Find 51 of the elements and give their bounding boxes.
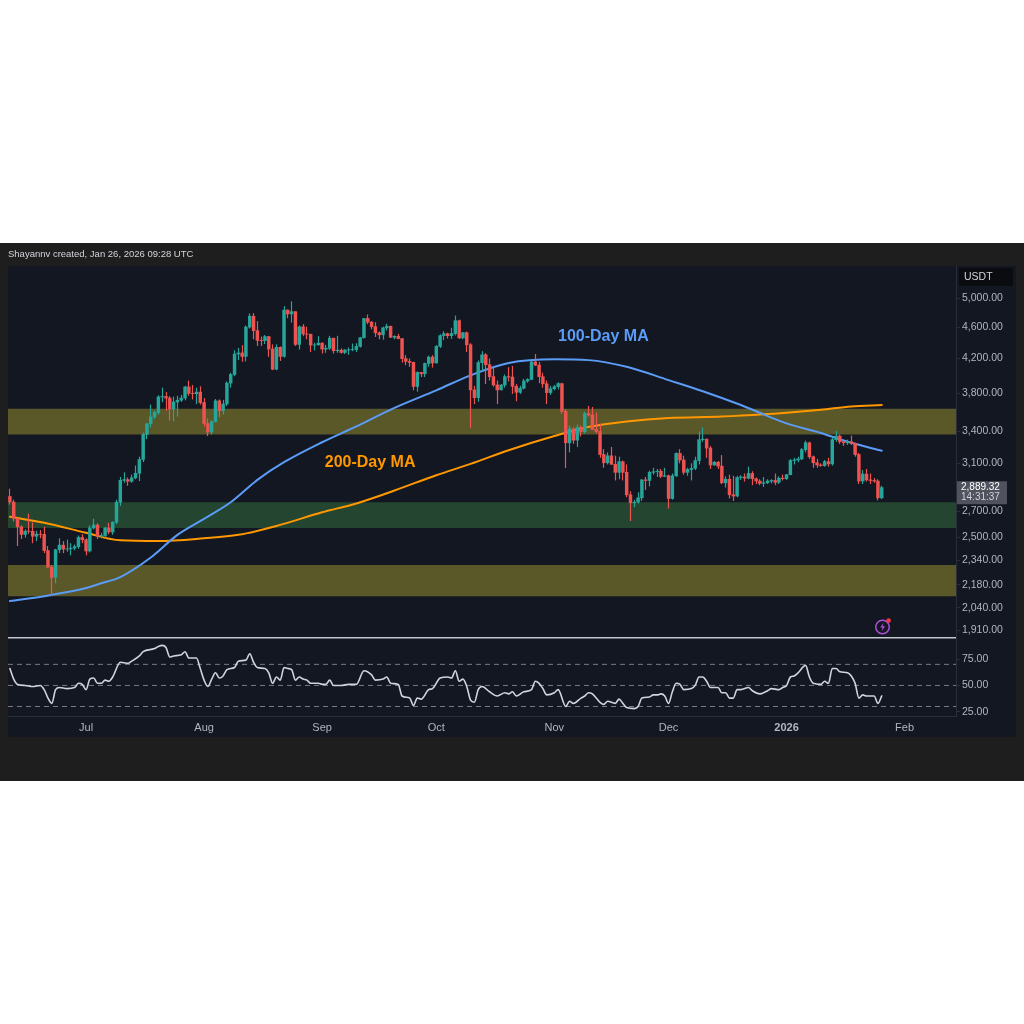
line-series (9, 644, 883, 710)
y-tick-label: 2,340.00 (962, 553, 1004, 566)
candlestick (168, 395, 172, 422)
candlestick (876, 478, 880, 501)
candlestick (484, 352, 488, 385)
x-tick-label: Sep (312, 720, 332, 733)
candlestick (289, 300, 294, 324)
x-tick-label: Aug (194, 720, 214, 733)
candlestick (682, 455, 686, 476)
line-series (8, 358, 883, 603)
candlestick (720, 454, 724, 485)
y-tick-label: 50.00 (962, 678, 989, 691)
x-tick-label: Feb (895, 720, 915, 733)
series-label: 100-Day MA (557, 326, 650, 344)
line-series (8, 404, 883, 543)
x-tick-label: Nov (544, 720, 565, 733)
y-tick-label: 3,100.00 (962, 456, 1004, 469)
y-tick-label: 4,200.00 (962, 351, 1004, 364)
text: 2,889.32 (961, 481, 1001, 493)
y-tick-label: 3,800.00 (962, 385, 1004, 398)
candlestick (27, 512, 31, 535)
series-label: 200-Day MA (324, 452, 416, 470)
x-tick-label: Jul (79, 720, 94, 733)
y-tick-label: 75.00 (962, 651, 989, 664)
y-tick-label: 2,700.00 (962, 503, 1004, 516)
candlestick (400, 337, 404, 364)
candlestick (640, 478, 644, 502)
candlestick (31, 521, 35, 544)
y-tick-label: 5,000.00 (962, 291, 1004, 304)
text: Shayannv created, Jan 26, 2026 09:28 UTC (8, 248, 194, 260)
x-tick-label: Dec (658, 720, 679, 733)
y-tick-label: 1,910.00 (962, 623, 1004, 636)
y-tick-label: 2,040.00 (962, 600, 1004, 613)
candlestick (613, 455, 617, 482)
candlestick (575, 423, 579, 448)
candlestick (735, 475, 739, 498)
y-tick-label: 2,180.00 (962, 577, 1004, 590)
x-tick-label: 2026 (774, 720, 799, 733)
candlestick (267, 335, 271, 358)
candlestick (583, 411, 587, 435)
candlestick (697, 430, 701, 466)
y-tick-label: 4,600.00 (962, 319, 1004, 332)
text: 14:31:37 (961, 491, 1001, 503)
x-tick-label: Oct (427, 720, 445, 733)
y-tick-label: 3,400.00 (962, 424, 1004, 437)
candlestick (255, 320, 260, 347)
candlestick (544, 379, 549, 405)
candlestick (617, 456, 621, 480)
y-tick-label: 2,500.00 (962, 530, 1004, 543)
y-axis-title: USDT (964, 270, 994, 283)
y-tick-label: 25.00 (962, 704, 989, 717)
